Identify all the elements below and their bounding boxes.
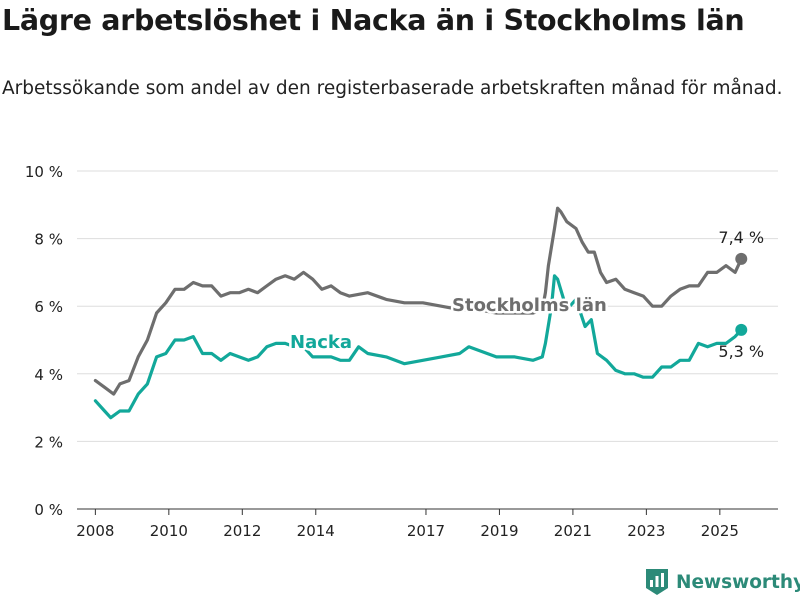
x-tick-label: 2012 (223, 522, 261, 540)
series-lines (93, 206, 748, 420)
y-tick-label: 2 % (34, 433, 63, 451)
y-tick-label: 6 % (34, 298, 63, 316)
x-tick-label: 2008 (76, 522, 114, 540)
x-tick-label: 2025 (701, 522, 739, 540)
y-axis-ticks: 0 % 2 % 4 % 6 % 8 % 10 % (25, 163, 63, 519)
bar-chart-logo-icon (646, 569, 668, 595)
series-line-stockholms-l-n (93, 206, 743, 396)
series-labels: Stockholms län 7,4 % Nacka 5,3 % (288, 228, 765, 361)
x-tick-label: 2023 (627, 522, 665, 540)
line-chart: 0 % 2 % 4 % 6 % 8 % 10 % 2008 2010 2012 2014 2017… (25, 163, 778, 540)
x-tick-label: 2014 (297, 522, 335, 540)
series-line-nacka (93, 274, 743, 420)
x-tick-label: 2017 (407, 522, 445, 540)
x-axis-ticks: 2008 2010 2012 2014 2017 2019 2021 2023 2025 (76, 509, 739, 540)
y-tick-label: 4 % (34, 366, 63, 384)
end-point-nacka (735, 323, 748, 336)
chart-title: Lägre arbetslöshet i Nacka än i Stockhol… (2, 4, 745, 37)
gridlines (77, 170, 778, 442)
end-value-label: 5,3 % (718, 342, 764, 361)
end-point-stockholms-l-n (735, 252, 748, 265)
end-value-label: 7,4 % (718, 228, 764, 247)
series-name-label: Stockholms län (452, 295, 607, 316)
y-tick-label: 10 % (25, 163, 63, 181)
y-tick-label: 0 % (34, 501, 63, 519)
y-tick-label: 8 % (34, 231, 63, 249)
x-tick-label: 2010 (150, 522, 188, 540)
newsworthy-logo: Newsworthy (645, 568, 800, 596)
x-tick-label: 2021 (554, 522, 592, 540)
series-name-label: Nacka (290, 332, 352, 353)
logo-text: Newsworthy (676, 571, 800, 593)
chart-subtitle: Arbetssökande som andel av den registerb… (2, 78, 783, 99)
x-tick-label: 2019 (480, 522, 518, 540)
